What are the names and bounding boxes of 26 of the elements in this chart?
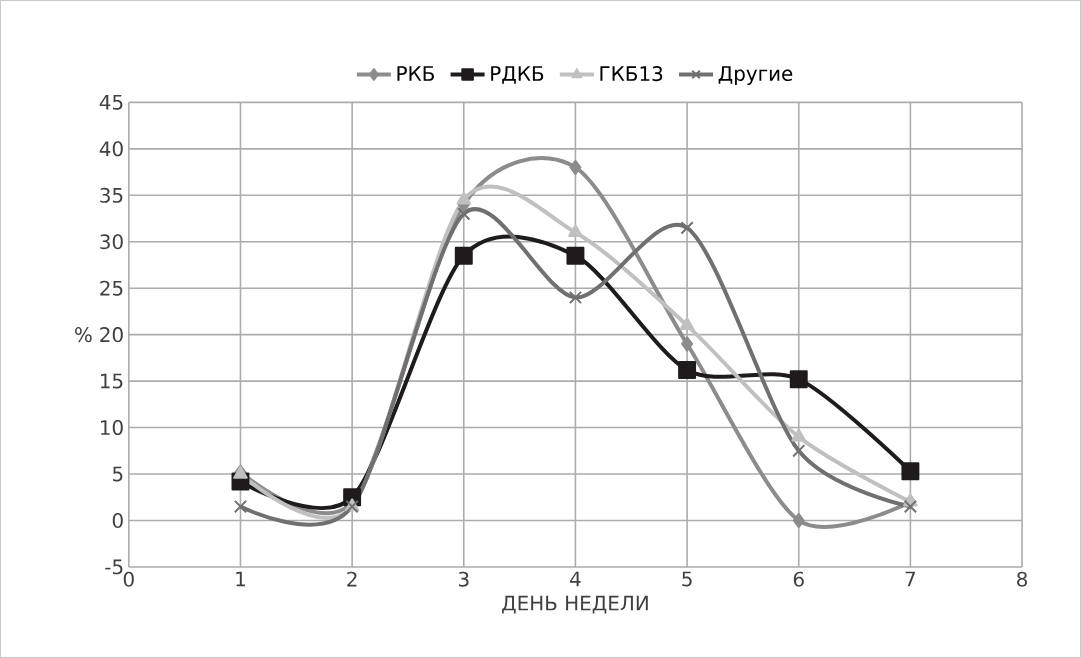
y-tick-label: 15 [100,373,123,389]
y-tick-label: 5 [113,466,123,482]
legend-label: ГКБ13 [600,66,663,82]
y-tick-label: 35 [100,187,123,203]
y-tick-label: 20 [100,327,123,343]
x-tick-label: 2 [347,571,357,587]
y-tick-label: -5 [105,559,123,575]
y-tick-label: 30 [100,234,123,250]
x-tick-label: 6 [793,571,804,587]
y-tick-label: 0 [112,512,123,529]
legend-label: РДКБ [491,66,544,84]
x-tick-label: 5 [682,571,692,587]
x-tick-label: 4 [570,571,581,587]
x-tick-label: 0 [123,571,134,587]
y-axis-title: % [75,327,92,343]
x-tick-label: 7 [905,571,916,587]
legend-label: РКБ [397,66,434,81]
x-tick-label: 8 [1017,571,1028,587]
y-tick-label: 45 [99,94,123,110]
x-axis-title: ДЕНЬ НЕДЕЛИ [502,595,648,614]
x-tick-label: 3 [458,571,469,587]
y-tick-label: 10 [100,420,123,436]
legend-label: Другие [718,66,793,85]
x-tick-label: 1 [236,571,245,587]
y-tick-label: 40 [99,141,123,157]
y-tick-label: 25 [100,280,123,296]
